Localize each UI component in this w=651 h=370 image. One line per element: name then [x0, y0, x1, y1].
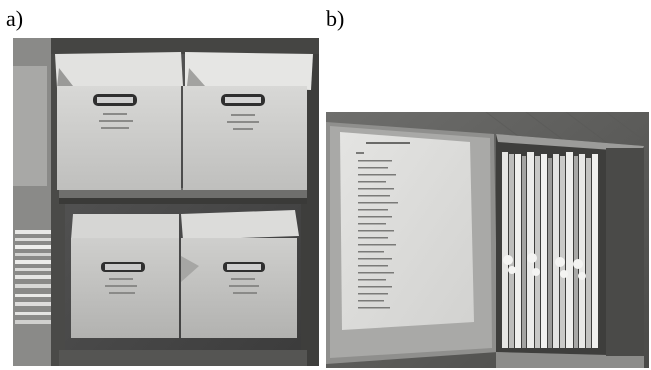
archive-box-top-right: [183, 52, 313, 190]
archive-box-bottom-left: [71, 214, 179, 338]
panel-b-label: b): [326, 6, 345, 31]
open-archive-box-photo: [326, 112, 649, 368]
panel-a-label: a): [6, 6, 24, 31]
archive-boxes-shelf-photo: [13, 38, 319, 366]
stacked-papers: [15, 230, 51, 324]
inventory-sheet: [340, 132, 474, 330]
folders-in-box: [502, 152, 598, 348]
archive-box-bottom-right: [181, 210, 299, 338]
open-box-illustration: [326, 112, 649, 368]
archive-shelf-illustration: [13, 38, 319, 366]
archive-box-top-left: [55, 52, 183, 190]
ribbon-ties: [503, 253, 586, 280]
